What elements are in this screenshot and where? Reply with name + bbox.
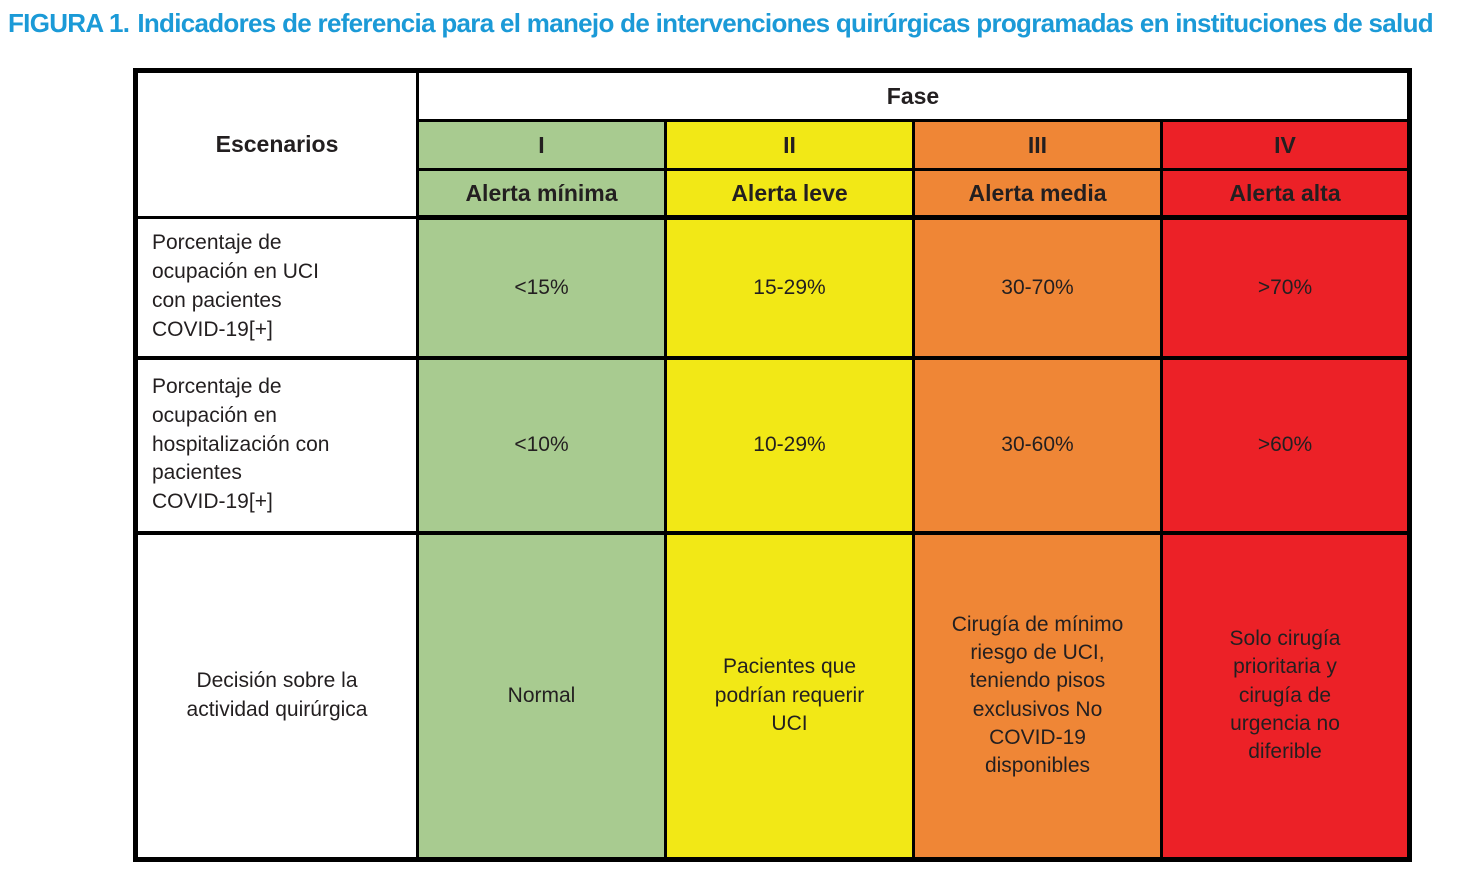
figure-title-text: Indicadores de referencia para el manejo…: [137, 8, 1433, 38]
phase-3-numeral-cell: III: [912, 119, 1163, 171]
hospitalization-phase-4-cell: >60%: [1160, 356, 1411, 535]
uci-occupancy-phase-2-cell: 15-29%: [664, 216, 915, 360]
figure-caption: FIGURA 1. Indicadores de referencia para …: [8, 8, 1434, 39]
phase-2-numeral-cell: II: [664, 119, 915, 171]
phase-4-alert-cell: Alerta alta: [1160, 168, 1411, 220]
surgical-decision-phase-4-cell: Solo cirugía prioritaria y cirugía de ur…: [1160, 531, 1411, 861]
hospitalization-phase-1-cell: <10%: [416, 356, 667, 535]
phase-2-alert-cell: Alerta leve: [664, 168, 915, 220]
table-row: Porcentaje de ocupación en UCI con pacie…: [134, 216, 1411, 360]
uci-occupancy-label-cell: Porcentaje de ocupación en UCI con pacie…: [134, 216, 419, 360]
phase-3-alert-cell: Alerta media: [912, 168, 1163, 220]
surgical-decision-phase-3-cell: Cirugía de mínimo riesgo de UCI, teniend…: [912, 531, 1163, 861]
surgical-decision-phase-1-cell: Normal: [416, 531, 667, 861]
hospitalization-phase-3-cell: 30-60%: [912, 356, 1163, 535]
table-row: Decisión sobre la actividad quirúrgica N…: [134, 531, 1411, 861]
uci-occupancy-phase-1-cell: <15%: [416, 216, 667, 360]
uci-occupancy-phase-3-cell: 30-70%: [912, 216, 1163, 360]
figure-label: FIGURA 1.: [8, 8, 130, 38]
scenarios-header-cell: Escenarios: [134, 69, 419, 219]
surgical-decision-label-cell: Decisión sobre la actividad quirúrgica: [134, 531, 419, 861]
phase-1-numeral-cell: I: [416, 119, 667, 171]
hospitalization-occupancy-label-cell: Porcentaje de ocupación en hospitalizaci…: [134, 356, 419, 535]
indicator-table-container: Escenarios Fase I II III IV Alerta mínim…: [133, 68, 1412, 862]
table-row: Porcentaje de ocupación en hospitalizaci…: [134, 356, 1411, 535]
phase-1-alert-cell: Alerta mínima: [416, 168, 667, 220]
indicator-table: Escenarios Fase I II III IV Alerta mínim…: [133, 68, 1412, 862]
surgical-decision-phase-2-cell: Pacientes que podrían requerir UCI: [664, 531, 915, 861]
uci-occupancy-phase-4-cell: >70%: [1160, 216, 1411, 360]
hospitalization-phase-2-cell: 10-29%: [664, 356, 915, 535]
phase-4-numeral-cell: IV: [1160, 119, 1411, 171]
fase-group-header-cell: Fase: [416, 69, 1411, 122]
